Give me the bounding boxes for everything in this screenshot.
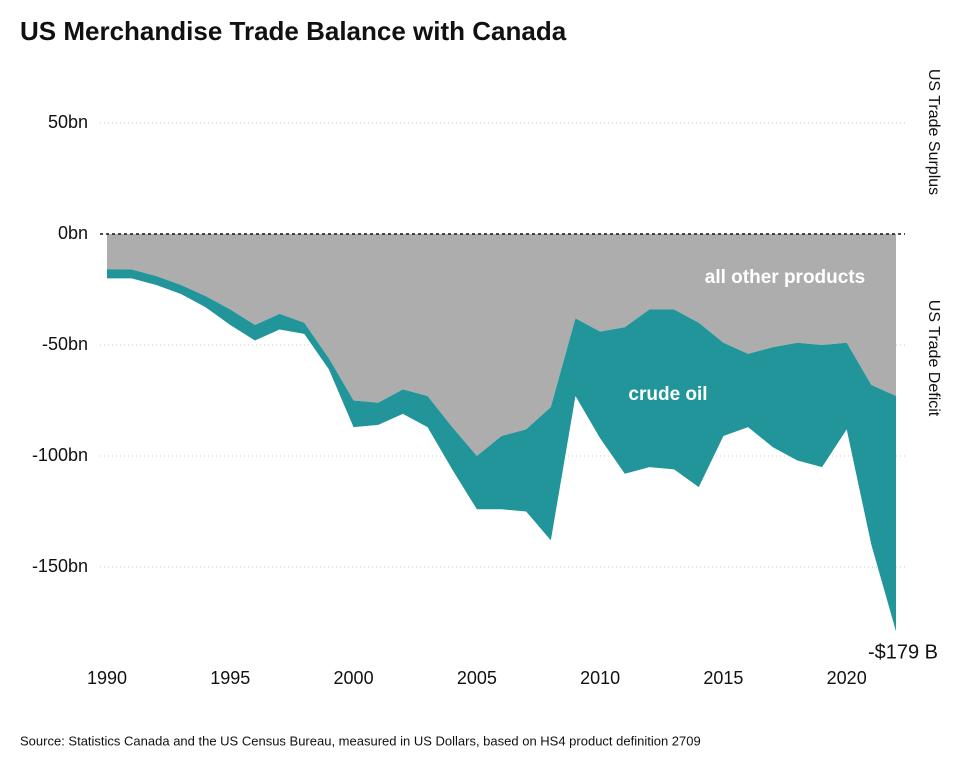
area <box>107 269 896 632</box>
source: Source: Statistics Canada and the US Cen… <box>20 733 701 748</box>
y-label-surplus: US Trade Surplus <box>925 69 942 195</box>
y-tick-label: -50bn <box>42 334 88 354</box>
x-tick-label: 2000 <box>334 668 374 688</box>
y-label-deficit: US Trade Deficit <box>925 300 942 417</box>
x-tick-label: 1990 <box>87 668 127 688</box>
y-tick-label: -150bn <box>32 556 88 576</box>
x-tick-label: 1995 <box>210 668 250 688</box>
x-tick-label: 2010 <box>580 668 620 688</box>
x-tick-label: 2015 <box>703 668 743 688</box>
y-tick-label: 50bn <box>48 112 88 132</box>
x-tick-label: 2005 <box>457 668 497 688</box>
series-label: crude oil <box>628 384 707 405</box>
y-tick-label: 0bn <box>58 223 88 243</box>
chart-title: US Merchandise Trade Balance with Canada <box>20 16 567 46</box>
x-tick-label: 2020 <box>827 668 867 688</box>
area <box>107 234 896 456</box>
y-tick-label: -100bn <box>32 445 88 465</box>
annotation: -$179 B <box>868 642 938 664</box>
series-label: all other products <box>705 267 865 288</box>
